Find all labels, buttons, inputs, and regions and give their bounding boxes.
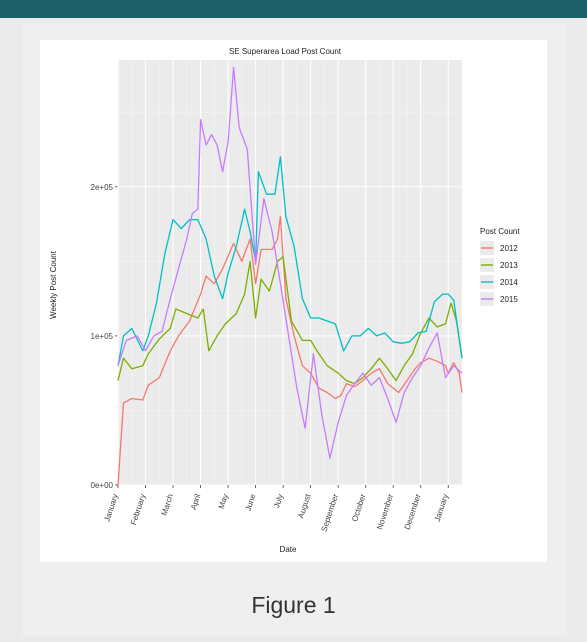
x-tick-label: June: [244, 492, 258, 512]
y-axis-label: Weekly Post Count: [49, 250, 58, 319]
y-tick-label: 0e+00: [91, 481, 114, 490]
x-tick-label: March: [160, 493, 175, 517]
chart-svg: SE Superarea Load Post Count Weekly Post…: [49, 47, 520, 554]
x-tick-label: May: [217, 493, 230, 510]
chart-title: SE Superarea Load Post Count: [229, 47, 342, 56]
legend-title: Post Count: [480, 227, 520, 236]
legend: Post Count 2012 2013 2014 2015: [480, 227, 520, 306]
series-line-2015: [117, 66, 463, 459]
legend-label: 2014: [500, 278, 518, 287]
legend-label: 2015: [500, 295, 518, 304]
legend-label: 2012: [500, 244, 518, 253]
x-axis-label: Date: [280, 545, 297, 554]
x-tick-label: November: [375, 493, 395, 531]
x-tick-label: April: [189, 493, 203, 511]
chart-container: SE Superarea Load Post Count Weekly Post…: [40, 40, 547, 562]
y-tick-label: 1e+05: [91, 332, 114, 341]
x-tick-label: January: [433, 493, 450, 523]
series-line-2013: [117, 256, 463, 385]
x-tick-label: October: [350, 493, 367, 523]
plot-background: [118, 60, 462, 485]
y-tick-label: 2e+05: [91, 183, 114, 192]
header-bar: [0, 0, 587, 18]
figure-caption: Figure 1: [251, 592, 336, 618]
legend-label: 2013: [500, 261, 518, 270]
x-tick-label: January: [103, 493, 120, 523]
x-tick-label: August: [296, 492, 312, 519]
x-tick-label: December: [403, 493, 423, 531]
series-line-2012: [117, 215, 463, 486]
series-line-2014: [117, 156, 463, 366]
plot-area: [115, 60, 463, 488]
x-tick-label: July: [272, 493, 285, 509]
x-tick-label: September: [319, 493, 340, 533]
x-tick-label: February: [129, 493, 147, 526]
